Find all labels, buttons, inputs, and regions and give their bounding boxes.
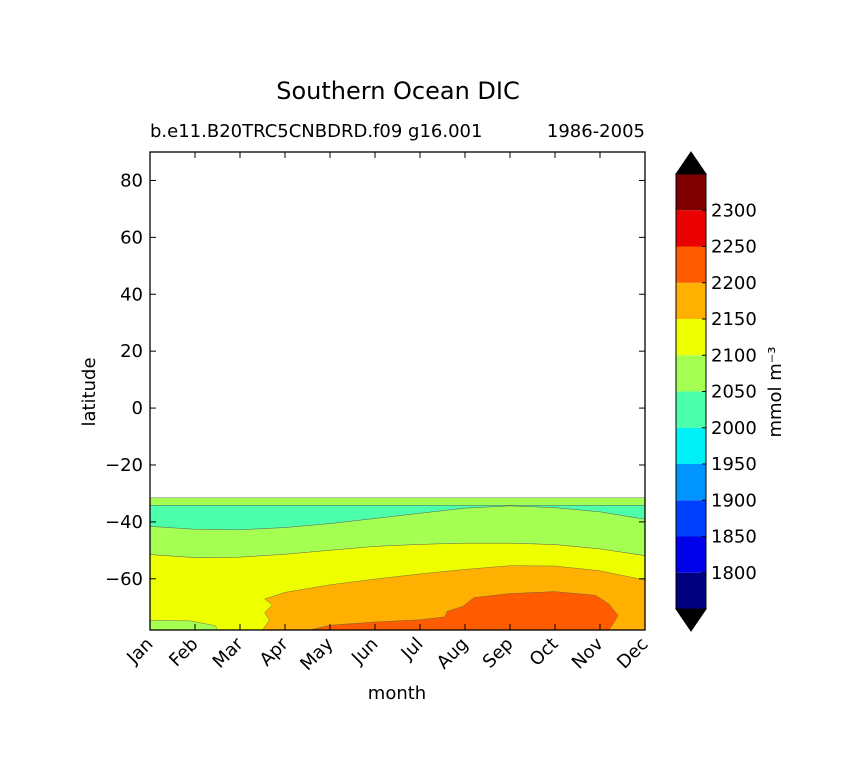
colorbar-segment xyxy=(676,464,706,501)
contour-bands xyxy=(150,497,645,630)
chart-title: Southern Ocean DIC xyxy=(276,77,520,105)
x-tick-label: Jul xyxy=(397,634,428,665)
colorbar-segment xyxy=(676,391,706,428)
contour-band-2050-2100-corner xyxy=(150,620,218,630)
y-tick-label: 80 xyxy=(120,170,143,191)
colorbar-tick-label: 2200 xyxy=(711,273,757,294)
colorbar-tick-label: 1850 xyxy=(711,527,757,548)
colorbar-segment xyxy=(676,246,706,283)
y-tick-label: 60 xyxy=(120,227,143,248)
chart-subtitle-left: b.e11.B20TRC5CNBDRD.f09 g16.001 xyxy=(150,121,482,142)
colorbar-segment xyxy=(676,427,706,464)
contour-band-2050-2100-north xyxy=(150,497,645,506)
colorbar-tick-label: 1800 xyxy=(711,563,757,584)
x-axis-label: month xyxy=(368,683,426,704)
colorbar-segment xyxy=(676,174,706,211)
x-tick-label: Jan xyxy=(122,634,157,669)
colorbar-extend-min xyxy=(675,608,707,632)
y-axis: 80 60 40 20 0 −20 −40 −60 xyxy=(105,170,645,590)
colorbar-tick-label: 2300 xyxy=(711,200,757,221)
x-tick-label: Nov xyxy=(568,633,608,673)
chart-subtitle-right: 1986-2005 xyxy=(547,121,645,142)
colorbar-tick-label: 2000 xyxy=(711,418,757,439)
y-tick-label: 20 xyxy=(120,341,143,362)
x-tick-label: Aug xyxy=(433,634,473,674)
y-tick-label: 40 xyxy=(120,284,143,305)
colorbar-tick-label: 2250 xyxy=(711,237,757,258)
x-tick-label: Oct xyxy=(526,634,563,671)
colorbar-tick-label: 2050 xyxy=(711,382,757,403)
colorbar-segment xyxy=(676,210,706,247)
plot-frame xyxy=(149,151,646,631)
contour-band-2200-2250 xyxy=(309,591,619,630)
colorbar-segment xyxy=(676,500,706,537)
y-axis-label: latitude xyxy=(79,357,100,426)
colorbar-segment xyxy=(676,319,706,356)
colorbar-segment xyxy=(676,355,706,392)
colorbar-tick-label: 1950 xyxy=(711,454,757,475)
x-tick-label: Sep xyxy=(479,634,518,673)
colorbar: 1800 1850 1900 1950 2000 2050 2100 2150 2200 2250… xyxy=(675,151,757,632)
x-tick-label: May xyxy=(296,633,337,674)
x-tick-label: Dec xyxy=(613,634,652,673)
colorbar-tick-label: 2150 xyxy=(711,309,757,330)
y-tick-label: −40 xyxy=(105,512,143,533)
colorbar-label: mmol m⁻³ xyxy=(765,346,786,437)
y-tick-label: −20 xyxy=(105,455,143,476)
plot-area xyxy=(150,497,645,630)
colorbar-segment xyxy=(676,282,706,319)
x-tick-label: Mar xyxy=(209,633,248,672)
colorbar-tick-label: 2100 xyxy=(711,345,757,366)
colorbar-segment xyxy=(676,536,706,573)
colorbar-tick-label: 1900 xyxy=(711,490,757,511)
colorbar-segment xyxy=(676,572,706,609)
x-tick-label: Apr xyxy=(256,633,293,670)
y-tick-label: −60 xyxy=(105,569,143,590)
y-tick-label: 0 xyxy=(132,398,143,419)
colorbar-extend-max xyxy=(675,151,707,175)
x-tick-label: Feb xyxy=(165,634,202,671)
x-tick-label: Jun xyxy=(347,634,382,669)
